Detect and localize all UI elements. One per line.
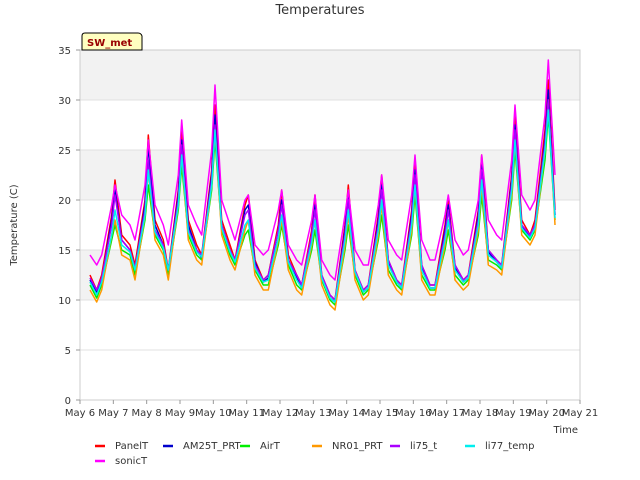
x-tick-label: May 16 bbox=[395, 408, 432, 419]
background-band bbox=[80, 350, 580, 400]
x-tick-label: May 19 bbox=[495, 408, 532, 419]
legend-label: AirT bbox=[260, 441, 281, 452]
x-tick-label: May 15 bbox=[362, 408, 399, 419]
background-band bbox=[80, 150, 580, 200]
y-tick-label: 35 bbox=[58, 46, 71, 57]
x-tick-label: May 20 bbox=[528, 408, 565, 419]
x-tick-label: May 6 bbox=[65, 408, 95, 419]
legend-label: PanelT bbox=[115, 441, 149, 452]
legend-item: PanelT bbox=[95, 441, 149, 452]
x-tick-label: May 12 bbox=[262, 408, 299, 419]
y-tick-label: 15 bbox=[58, 246, 71, 257]
y-tick-label: 25 bbox=[58, 146, 71, 157]
y-axis-ticks: 0 5 10 15 20 25 30 35 bbox=[58, 46, 80, 407]
background-band bbox=[80, 50, 580, 100]
y-tick-label: 30 bbox=[58, 96, 71, 107]
background-band bbox=[80, 300, 580, 350]
plot-frame bbox=[79, 49, 581, 401]
y-axis-label: Temperature (C) bbox=[9, 184, 20, 266]
series-line-li77-temp bbox=[89, 109, 556, 303]
x-tick-label: May 10 bbox=[195, 408, 232, 419]
site-label-box: SW_met bbox=[81, 32, 143, 51]
legend-label: li77_temp bbox=[485, 441, 534, 452]
plot-background-bands bbox=[80, 50, 580, 400]
legend-item: AM25T_PRT bbox=[163, 441, 242, 452]
legend-label: sonicT bbox=[115, 456, 148, 467]
series-lines bbox=[89, 59, 556, 311]
y-tick-label: 20 bbox=[58, 196, 71, 207]
legend-label: li75_t bbox=[410, 441, 437, 452]
x-tick-label: May 18 bbox=[462, 408, 499, 419]
legend-item: li77_temp bbox=[465, 441, 534, 452]
x-axis-label: Time bbox=[553, 425, 578, 436]
legend-label: AM25T_PRT bbox=[183, 441, 242, 452]
legend-item: NR01_PRT bbox=[312, 441, 383, 452]
y-tick-label: 5 bbox=[65, 346, 71, 357]
x-tick-label: May 11 bbox=[228, 408, 265, 419]
x-tick-label: May 21 bbox=[562, 408, 599, 419]
legend-item: sonicT bbox=[95, 456, 148, 467]
x-tick-label: May 8 bbox=[132, 408, 162, 419]
chart-title: Temperatures bbox=[274, 3, 364, 18]
series-line-sonict bbox=[89, 59, 556, 281]
legend: PanelT AM25T_PRT AirT NR01_PRT li75_t li77_te… bbox=[95, 441, 534, 467]
x-tick-label: May 7 bbox=[98, 408, 128, 419]
legend-item: li75_t bbox=[390, 441, 437, 452]
x-tick-label: May 14 bbox=[328, 408, 365, 419]
y-tick-label: 0 bbox=[65, 396, 71, 407]
x-tick-label: May 13 bbox=[295, 408, 332, 419]
x-tick-label: May 17 bbox=[428, 408, 465, 419]
site-label: SW_met bbox=[87, 38, 132, 49]
x-tick-label: May 9 bbox=[165, 408, 195, 419]
legend-label: NR01_PRT bbox=[332, 441, 383, 452]
y-tick-label: 10 bbox=[58, 296, 71, 307]
legend-item: AirT bbox=[240, 441, 281, 452]
background-band bbox=[80, 100, 580, 150]
